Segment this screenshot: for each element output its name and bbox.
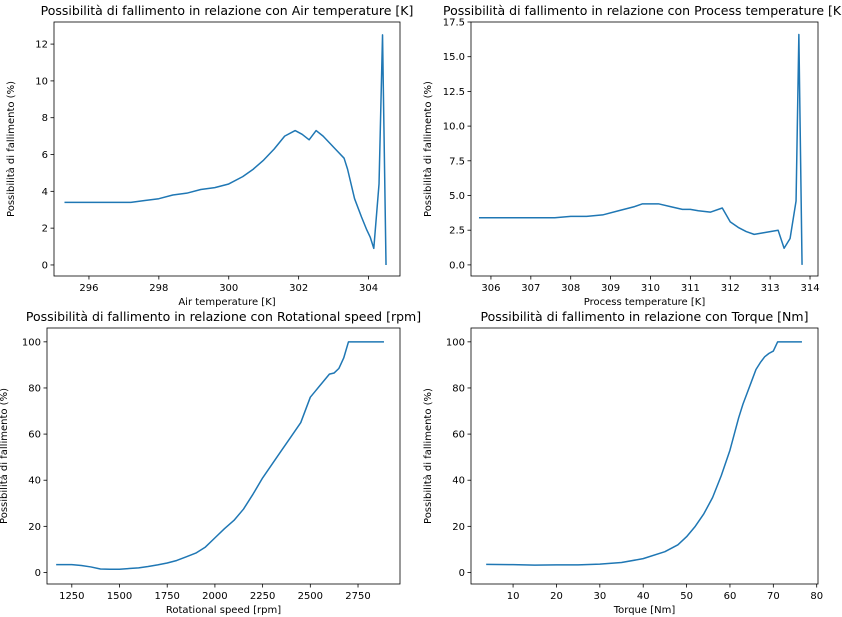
chart-panel-4: 10 20 30 40 50 60 70 80 0 20 40 60 80 100 Possibilità … [422, 309, 823, 616]
x-axis-label: Process temperature [K] [584, 297, 706, 308]
y-tick-label: 0 [42, 260, 48, 271]
y-tick-label: 80 [452, 383, 465, 394]
y-tick-label: 17.5 [443, 18, 465, 29]
y-tick-label: 5.0 [449, 191, 465, 202]
series-line [56, 341, 384, 570]
x-tick-label: 302 [289, 283, 308, 294]
chart-title: Possibilità di fallimento in relazione c… [481, 309, 809, 324]
axes-frame [46, 327, 401, 585]
series-line [486, 341, 802, 566]
x-tick-label: 80 [810, 591, 823, 602]
x-tick-label: 296 [79, 283, 98, 294]
x-tick-label: 313 [761, 283, 780, 294]
x-tick-label: 308 [561, 283, 580, 294]
x-tick-label: 2000 [202, 591, 227, 602]
y-axis-label: Possibilità di fallimento (%) [0, 388, 10, 524]
y-tick-label: 12.5 [443, 87, 465, 98]
y-tick-label: 80 [28, 383, 41, 394]
chart-title: Possibilità di fallimento in relazione c… [41, 3, 414, 18]
y-tick-label: 12 [35, 40, 48, 51]
x-tick-label: 50 [680, 591, 693, 602]
x-tick-label: 70 [767, 591, 780, 602]
chart-panel-3: 1250 1500 1750 2000 2250 2500 2750 0 20 40 60 80 100… [0, 309, 421, 616]
x-tick-label: 312 [721, 283, 740, 294]
y-tick-label: 0.0 [449, 260, 465, 271]
x-tick-label: 10 [507, 591, 520, 602]
y-tick-label: 40 [28, 476, 41, 487]
y-tick-label: 60 [452, 430, 465, 441]
x-tick-label: 309 [601, 283, 620, 294]
y-tick-label: 10.0 [443, 122, 465, 133]
y-tick-label: 4 [42, 187, 48, 198]
chart-panel-2: 306 307 308 309 310 311 312 313 314 0.0 2.5 5.0 7.5 1… [422, 3, 842, 308]
chart-title: Possibilità di fallimento in relazione c… [443, 3, 842, 18]
y-tick-label: 15.0 [443, 52, 465, 63]
x-axis-label: Air temperature [K] [178, 297, 275, 308]
x-tick-label: 304 [359, 283, 378, 294]
y-tick-label: 6 [42, 150, 48, 161]
y-tick-label: 0 [459, 568, 465, 579]
x-tick-label: 1750 [154, 591, 179, 602]
y-tick-label: 0 [35, 568, 41, 579]
y-tick-label: 10 [35, 76, 48, 87]
x-tick-label: 300 [219, 283, 238, 294]
x-tick-label: 310 [641, 283, 660, 294]
y-tick-label: 2.5 [449, 226, 465, 237]
y-axis-label: Possibilità di fallimento (%) [422, 388, 434, 524]
y-tick-label: 40 [452, 476, 465, 487]
y-tick-label: 20 [28, 522, 41, 533]
y-tick-label: 100 [446, 337, 465, 348]
series-line [64, 34, 387, 265]
y-tick-label: 60 [28, 430, 41, 441]
y-tick-label: 100 [22, 337, 41, 348]
x-tick-label: 306 [481, 283, 500, 294]
x-axis-label: Rotational speed [rpm] [166, 605, 281, 616]
y-tick-label: 20 [452, 522, 465, 533]
x-axis-label: Torque [Nm] [613, 605, 676, 616]
series-line [478, 33, 803, 265]
x-tick-label: 20 [550, 591, 563, 602]
x-tick-label: 314 [800, 283, 819, 294]
y-axis-label: Possibilità di fallimento (%) [422, 81, 434, 217]
y-tick-label: 8 [42, 113, 48, 124]
x-tick-label: 298 [149, 283, 168, 294]
x-tick-label: 40 [637, 591, 650, 602]
chart-title: Possibilità di fallimento in relazione c… [26, 309, 421, 324]
x-tick-label: 307 [521, 283, 540, 294]
x-tick-label: 1250 [59, 591, 84, 602]
x-tick-label: 311 [681, 283, 700, 294]
axes-frame [470, 21, 819, 277]
x-tick-label: 2500 [298, 591, 323, 602]
y-axis-label: Possibilità di fallimento (%) [5, 81, 17, 217]
axes-frame [53, 21, 401, 277]
y-tick-label: 7.5 [449, 156, 465, 167]
x-tick-label: 2750 [345, 591, 370, 602]
x-tick-label: 60 [724, 591, 737, 602]
x-tick-label: 2250 [250, 591, 275, 602]
axes-frame [470, 327, 819, 585]
y-tick-label: 2 [42, 224, 48, 235]
x-tick-label: 30 [593, 591, 606, 602]
chart-panel-1: 296 298 300 302 304 0 2 4 6 8 10 12 Possibilità di f… [5, 3, 413, 308]
x-tick-label: 1500 [107, 591, 132, 602]
